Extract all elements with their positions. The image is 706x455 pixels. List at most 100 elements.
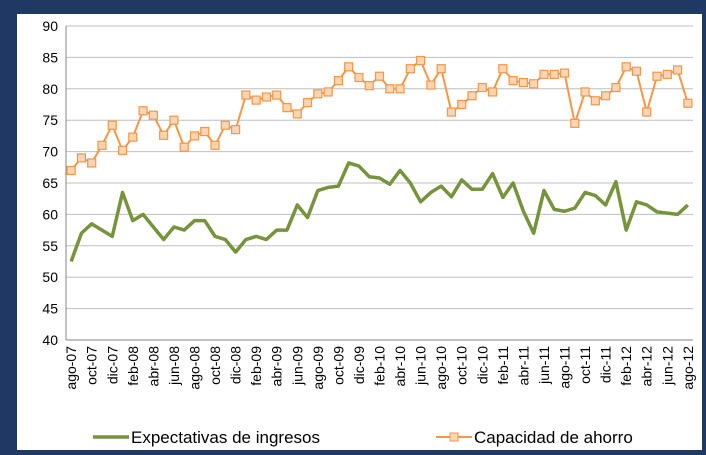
point-marker (169, 115, 179, 125)
point-marker (354, 72, 364, 83)
point-marker (117, 145, 128, 155)
point-marker (672, 65, 683, 75)
point-marker (282, 103, 292, 113)
point-marker (344, 62, 354, 72)
x-tick-label: ago-12 (680, 346, 696, 390)
point-marker (416, 55, 426, 66)
legend-label: Capacidad de ahorro (474, 428, 633, 447)
y-tick-label: 90 (42, 18, 58, 34)
point-marker (128, 132, 138, 142)
point-marker (621, 62, 631, 72)
point-marker (642, 107, 652, 117)
x-tick-label: dic-11 (598, 346, 614, 383)
x-tick-label: feb-08 (125, 346, 141, 386)
x-tick-label: abr-12 (639, 346, 655, 387)
point-marker (395, 84, 405, 94)
point-marker (76, 153, 87, 163)
y-tick-label: 45 (42, 301, 58, 317)
x-tick-label: oct-10 (454, 346, 470, 385)
x-tick-label: ago-11 (557, 346, 573, 389)
x-tick-label: oct-09 (330, 346, 346, 385)
x-tick-label: feb-09 (248, 346, 264, 386)
x-tick-label: abr-09 (269, 346, 285, 387)
x-tick-label: abr-11 (515, 346, 531, 386)
x-tick-label: dic-10 (474, 346, 490, 384)
point-marker (333, 76, 343, 86)
x-tick-label: jun-09 (289, 346, 305, 386)
x-tick-label: dic-09 (351, 346, 367, 384)
x-tick-label: ago-10 (433, 346, 449, 390)
point-marker (436, 64, 446, 74)
x-tick-label: oct-07 (84, 346, 100, 385)
point-marker (292, 109, 302, 119)
point-marker (539, 69, 549, 79)
point-marker (230, 125, 241, 135)
legend-marker (449, 432, 459, 442)
y-tick-label: 50 (42, 269, 58, 285)
x-tick-label: feb-12 (618, 346, 634, 386)
point-marker (220, 120, 230, 130)
point-marker (487, 87, 498, 97)
y-tick-label: 75 (42, 112, 58, 128)
x-tick-label: abr-10 (392, 346, 408, 387)
point-marker (477, 82, 487, 93)
point-marker (189, 131, 200, 141)
x-tick-label: dic-08 (228, 346, 244, 384)
point-marker (559, 68, 570, 78)
point-marker (549, 69, 559, 79)
point-marker (251, 95, 261, 105)
x-tick-label: feb-11 (495, 346, 511, 385)
point-marker (457, 99, 467, 110)
point-marker (272, 90, 282, 100)
y-tick-label: 40 (42, 332, 58, 348)
point-marker (97, 140, 107, 150)
point-marker (159, 130, 169, 140)
x-tick-label: ago-09 (310, 346, 326, 390)
y-tick-label: 80 (42, 81, 58, 97)
point-marker (313, 89, 323, 99)
x-tick-label: ago-07 (63, 346, 79, 390)
legend-label: Expectativas de ingresos (131, 428, 320, 447)
point-marker (580, 87, 590, 97)
point-marker (210, 140, 220, 150)
x-tick-label: jun-08 (166, 346, 182, 386)
point-marker (261, 92, 272, 102)
point-marker (508, 76, 518, 86)
x-tick-label: oct-11 (577, 346, 593, 384)
point-marker (200, 126, 210, 137)
point-marker (446, 107, 457, 117)
point-marker (374, 71, 385, 81)
point-marker (148, 110, 158, 120)
x-tick-label: abr-08 (145, 346, 161, 387)
x-tick-label: dic-07 (104, 346, 120, 384)
point-marker (302, 98, 313, 108)
point-marker (241, 90, 251, 100)
point-marker (498, 64, 508, 74)
x-tick-label: jun-12 (659, 346, 675, 386)
y-tick-label: 60 (42, 206, 58, 222)
y-tick-label: 55 (42, 238, 58, 254)
x-tick-label: ago-08 (186, 346, 202, 390)
point-marker (652, 71, 662, 81)
point-marker (179, 142, 189, 152)
point-marker (107, 120, 117, 130)
series-line (69, 161, 690, 263)
point-marker (529, 79, 539, 89)
x-tick-label: jun-11 (536, 346, 552, 385)
point-marker (405, 64, 415, 74)
point-marker (662, 69, 672, 79)
point-marker (364, 81, 374, 91)
y-tick-label: 70 (42, 144, 58, 160)
x-tick-label: oct-08 (207, 346, 223, 385)
y-tick-label: 85 (42, 49, 58, 65)
point-marker (138, 106, 148, 116)
point-marker (87, 158, 97, 168)
y-tick-label: 65 (42, 175, 58, 191)
point-marker (518, 77, 529, 88)
chart-area (17, 14, 702, 450)
x-tick-label: jun-10 (413, 346, 429, 386)
point-marker (683, 98, 693, 108)
point-marker (631, 66, 642, 76)
